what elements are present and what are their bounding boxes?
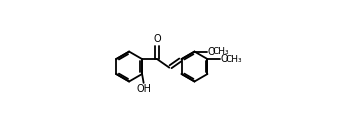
Text: O: O bbox=[207, 47, 215, 57]
Text: CH₃: CH₃ bbox=[225, 55, 242, 64]
Text: O: O bbox=[220, 54, 228, 64]
Text: CH₃: CH₃ bbox=[212, 47, 229, 56]
Text: OH: OH bbox=[136, 84, 151, 94]
Text: O: O bbox=[153, 34, 161, 44]
